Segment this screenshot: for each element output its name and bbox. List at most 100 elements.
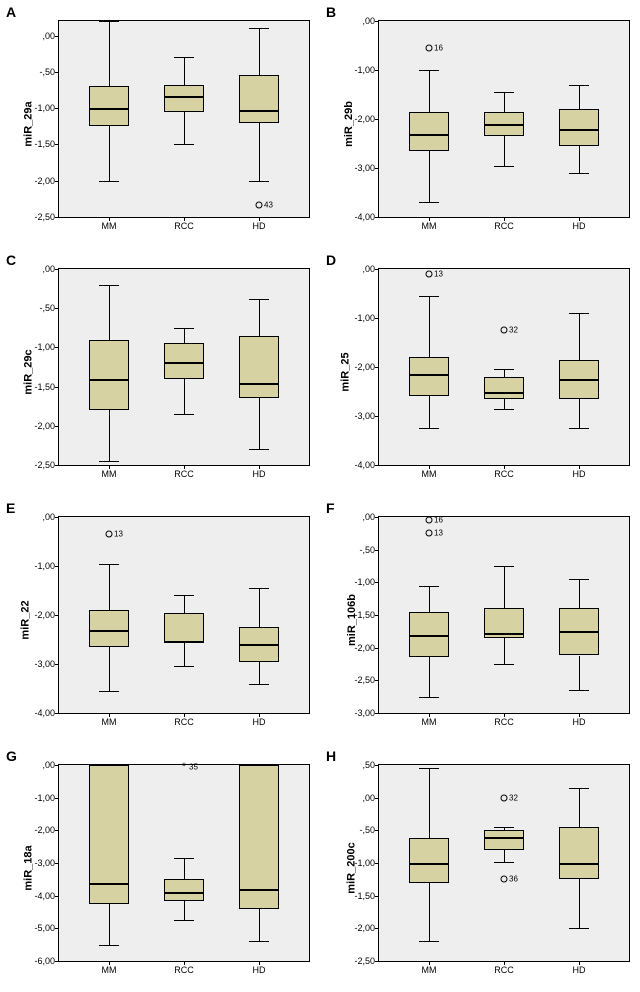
y-tick-label: -4,00 [34, 708, 55, 718]
y-tick-mark [55, 347, 59, 348]
median-line [559, 631, 599, 633]
y-tick-label: ,00 [42, 31, 55, 41]
whisker [259, 299, 260, 336]
outlier-label: 43 [264, 200, 273, 209]
y-tick-label: -3,00 [34, 659, 55, 669]
chart-grid: AmiR_29a-2,50-2,00-1,50-1,00-,50,00MMRCC… [0, 0, 640, 992]
whisker-cap [249, 449, 269, 450]
median-line [484, 633, 524, 635]
whisker [504, 92, 505, 112]
whisker-cap [494, 409, 514, 410]
x-tick-mark [504, 713, 505, 717]
y-tick-mark [55, 308, 59, 309]
whisker [184, 901, 185, 921]
whisker [429, 657, 430, 696]
x-tick-mark [429, 713, 430, 717]
y-tick-mark [55, 465, 59, 466]
outlier-marker [501, 327, 508, 334]
x-tick-mark [579, 961, 580, 965]
y-tick-label: -2,50 [34, 212, 55, 222]
y-tick-label: -,50 [359, 545, 375, 555]
y-tick-label: -1,50 [34, 139, 55, 149]
y-tick-mark [375, 896, 379, 897]
whisker-cap [174, 414, 194, 415]
panel-F: FmiR_106b-3,00-2,50-2,00-1,50-1,00-,50,0… [320, 496, 640, 744]
outlier-marker [501, 794, 508, 801]
panel-D: DmiR_25-4,00-3,00-2,00-1,00,00MMRCCHD133… [320, 248, 640, 496]
x-tick-mark [109, 713, 110, 717]
y-tick-mark [375, 217, 379, 218]
y-tick-mark [375, 680, 379, 681]
panel-label: B [326, 4, 336, 20]
box [409, 112, 449, 151]
y-tick-label: -1,00 [354, 858, 375, 868]
whisker-cap [569, 928, 589, 929]
y-tick-mark [375, 863, 379, 864]
y-tick-mark [55, 830, 59, 831]
outlier-marker [501, 876, 508, 883]
y-tick-label: -1,00 [34, 793, 55, 803]
whisker-cap [419, 768, 439, 769]
x-tick-mark [184, 713, 185, 717]
y-tick-label: -1,50 [354, 891, 375, 901]
median-line [239, 644, 279, 646]
y-tick-mark [55, 928, 59, 929]
box [239, 765, 279, 909]
y-tick-label: -4,00 [354, 212, 375, 222]
x-tick-label: HD [573, 221, 586, 231]
median-line [164, 362, 204, 364]
y-tick-label: -2,00 [34, 176, 55, 186]
median-line [559, 379, 599, 381]
whisker [429, 883, 430, 942]
whisker [184, 379, 185, 414]
whisker-cap [99, 945, 119, 946]
whisker-cap [419, 941, 439, 942]
x-tick-label: MM [102, 469, 117, 479]
y-tick-label: -5,00 [34, 923, 55, 933]
x-tick-label: HD [253, 221, 266, 231]
outlier-marker [426, 530, 433, 537]
panel-label: E [6, 500, 15, 516]
outlier-label: 13 [434, 529, 443, 538]
whisker [184, 328, 185, 344]
x-tick-label: HD [253, 965, 266, 975]
whisker [109, 904, 110, 945]
box [559, 109, 599, 146]
whisker [579, 146, 580, 173]
y-tick-label: -2,00 [34, 825, 55, 835]
panel-H: HmiR_200c-2,50-2,00-1,50-1,00-,50,00,50M… [320, 744, 640, 992]
x-tick-label: MM [422, 221, 437, 231]
whisker-cap [174, 144, 194, 145]
y-tick-mark [375, 465, 379, 466]
whisker [109, 21, 110, 86]
whisker-cap [494, 664, 514, 665]
whisker [504, 399, 505, 409]
y-tick-mark [375, 367, 379, 368]
whisker-cap [174, 858, 194, 859]
y-tick-mark [55, 517, 59, 518]
x-tick-mark [429, 465, 430, 469]
whisker-cap [99, 285, 119, 286]
panel-label: F [326, 500, 335, 516]
y-tick-label: -4,00 [354, 460, 375, 470]
whisker [429, 768, 430, 838]
y-tick-mark [55, 863, 59, 864]
panel-label: H [326, 748, 336, 764]
x-tick-label: RCC [494, 221, 514, 231]
y-tick-mark [55, 765, 59, 766]
box [239, 75, 279, 122]
panel-label: A [6, 4, 16, 20]
whisker-cap [249, 588, 269, 589]
x-tick-label: MM [102, 717, 117, 727]
median-line [164, 641, 204, 643]
whisker-cap [419, 296, 439, 297]
outlier-label: 32 [509, 326, 518, 335]
box [89, 610, 129, 647]
y-axis-label: miR_200c [346, 842, 358, 893]
y-tick-label: -2,00 [354, 643, 375, 653]
y-tick-label: -,50 [39, 303, 55, 313]
y-axis-label: miR_29b [343, 101, 355, 147]
box [164, 85, 204, 112]
y-tick-label: -1,00 [354, 65, 375, 75]
whisker-cap [569, 85, 589, 86]
